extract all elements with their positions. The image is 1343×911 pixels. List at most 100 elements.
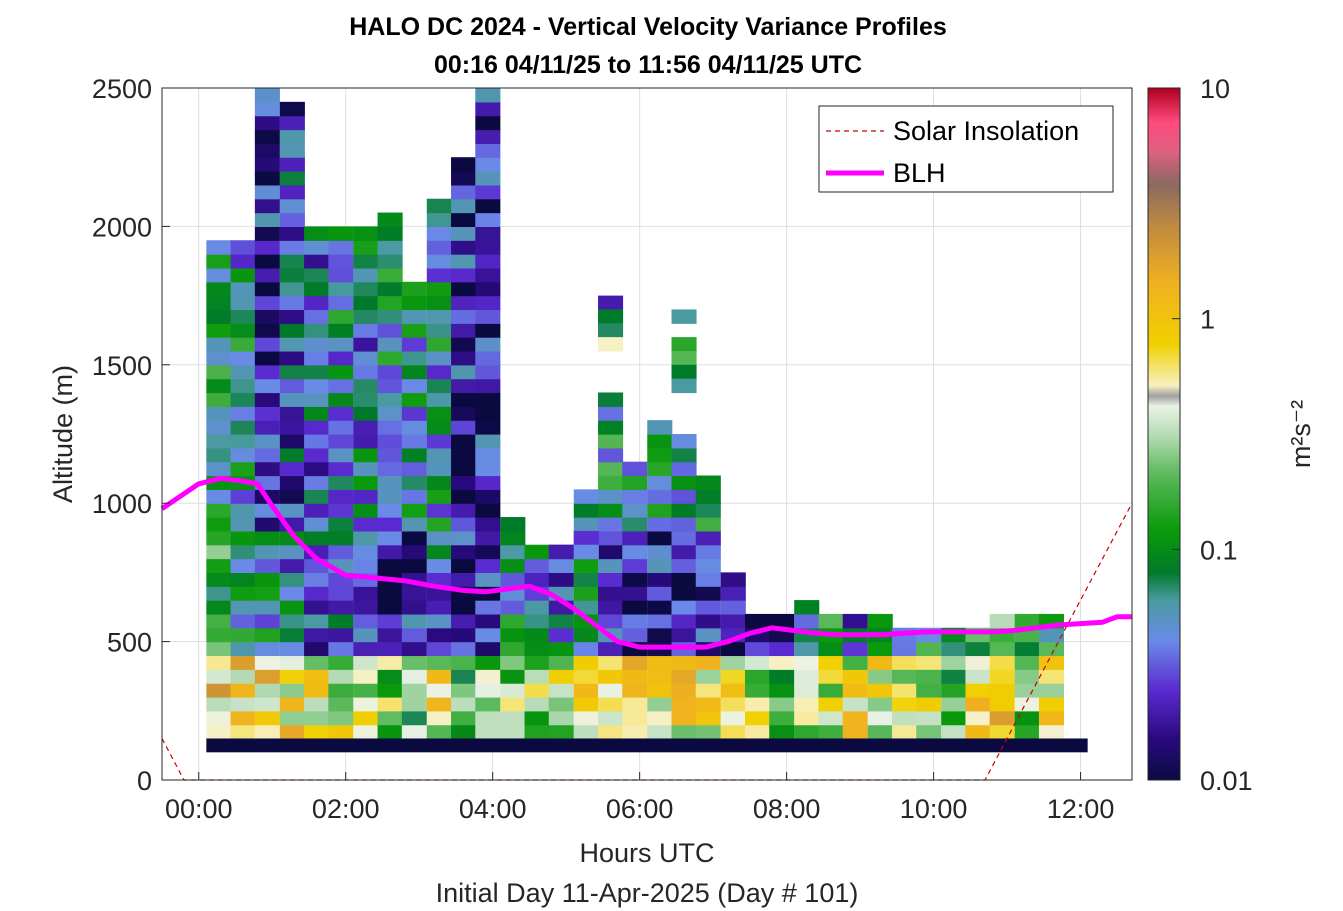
variance-bin — [426, 544, 452, 560]
variance-bin — [279, 212, 305, 227]
variance-bin — [426, 475, 452, 490]
variance-bin — [401, 613, 427, 629]
variance-bin — [401, 323, 427, 338]
variance-bin — [475, 198, 501, 214]
variance-bin — [304, 627, 330, 643]
variance-bin — [842, 641, 868, 657]
variance-bin — [377, 392, 403, 407]
variance-bin — [622, 613, 648, 629]
variance-bin — [573, 696, 599, 712]
legend-box — [818, 105, 1114, 193]
variance-bin — [426, 406, 452, 421]
variance-bin — [671, 586, 697, 601]
variance-bin — [671, 683, 697, 698]
variance-bin — [695, 724, 721, 740]
variance-bin — [353, 669, 379, 684]
variance-bin — [230, 350, 256, 366]
variance-bin — [891, 655, 918, 670]
variance-bin — [965, 696, 991, 712]
variance-bin — [769, 655, 795, 670]
chart-subtitle: 00:16 04/11/25 to 11:56 04/11/25 UTC — [434, 51, 862, 79]
legend-solar-label: Solar Insolation — [893, 116, 1079, 146]
variance-bin — [254, 710, 280, 726]
variance-bin — [867, 683, 893, 698]
variance-bin — [328, 655, 354, 670]
variance-bin — [206, 558, 232, 573]
variance-bin — [401, 434, 427, 449]
variance-bin — [475, 627, 501, 643]
variance-bin — [401, 281, 427, 297]
variance-bin — [254, 669, 280, 684]
variance-bin — [451, 530, 477, 546]
variance-bin — [254, 406, 280, 421]
variance-bin — [769, 696, 795, 712]
variance-bin — [548, 627, 574, 643]
variance-bin — [426, 461, 452, 477]
variance-bin — [744, 641, 771, 657]
variance-bin — [206, 600, 232, 615]
variance-bin — [671, 558, 697, 573]
variance-bin — [794, 655, 820, 670]
variance-bin — [353, 710, 379, 726]
variance-bin — [941, 669, 967, 684]
variance-bin — [426, 364, 452, 380]
variance-bin — [475, 544, 501, 560]
variance-bin — [475, 378, 501, 394]
variance-bin — [230, 323, 256, 338]
variance-bin — [695, 475, 721, 490]
variance-bin — [401, 295, 427, 311]
variance-bin — [304, 323, 330, 338]
variance-bin — [989, 641, 1015, 657]
variance-bin — [842, 724, 868, 740]
variance-bin — [475, 254, 501, 269]
variance-bin — [304, 600, 330, 615]
variance-bin — [598, 461, 624, 477]
variance-bin — [475, 489, 501, 504]
variance-bin — [647, 517, 673, 532]
variance-bin — [353, 434, 379, 449]
variance-bin — [451, 378, 477, 394]
variance-bin — [230, 655, 256, 670]
variance-bin — [279, 171, 305, 186]
variance-bin — [598, 655, 624, 670]
x-tick-label: 04:00 — [459, 794, 527, 824]
variance-bin — [548, 572, 574, 587]
variance-bin — [426, 669, 452, 684]
variance-bin — [230, 600, 256, 615]
variance-bin — [695, 489, 721, 504]
variance-bin — [254, 295, 280, 311]
variance-bin — [500, 613, 526, 629]
variance-bin — [671, 613, 697, 629]
x-tick-label: 10:00 — [900, 794, 968, 824]
variance-bin — [818, 613, 844, 629]
variance-bin — [867, 724, 893, 740]
variance-bin — [328, 364, 354, 380]
variance-bin — [475, 267, 501, 283]
variance-bin — [695, 530, 721, 546]
variance-bin — [647, 627, 673, 643]
variance-bin — [279, 157, 305, 172]
variance-bin — [475, 184, 501, 200]
variance-bin — [475, 350, 501, 366]
variance-bin — [475, 696, 501, 712]
variance-bin — [426, 240, 452, 255]
variance-bin — [279, 434, 305, 449]
variance-bin — [254, 101, 280, 117]
variance-bin — [426, 530, 452, 546]
variance-bin — [206, 696, 232, 712]
legend-blh-label: BLH — [893, 158, 946, 188]
variance-bin — [842, 669, 868, 684]
variance-bin — [426, 724, 452, 740]
x-tick-label: 06:00 — [606, 794, 674, 824]
variance-bin — [426, 198, 452, 214]
variance-bin — [598, 669, 624, 684]
variance-bin — [206, 461, 232, 477]
variance-bin — [279, 267, 305, 283]
variance-bin — [377, 378, 403, 394]
variance-bin — [426, 503, 452, 518]
variance-bin — [573, 489, 599, 504]
y-axis-label: Altitude (m) — [48, 365, 78, 503]
variance-bin — [524, 669, 550, 684]
x-axis-ticks: 00:00 02:00 04:00 06:00 08:00 10:00 12:00 — [165, 772, 1114, 824]
variance-bin — [695, 586, 721, 601]
